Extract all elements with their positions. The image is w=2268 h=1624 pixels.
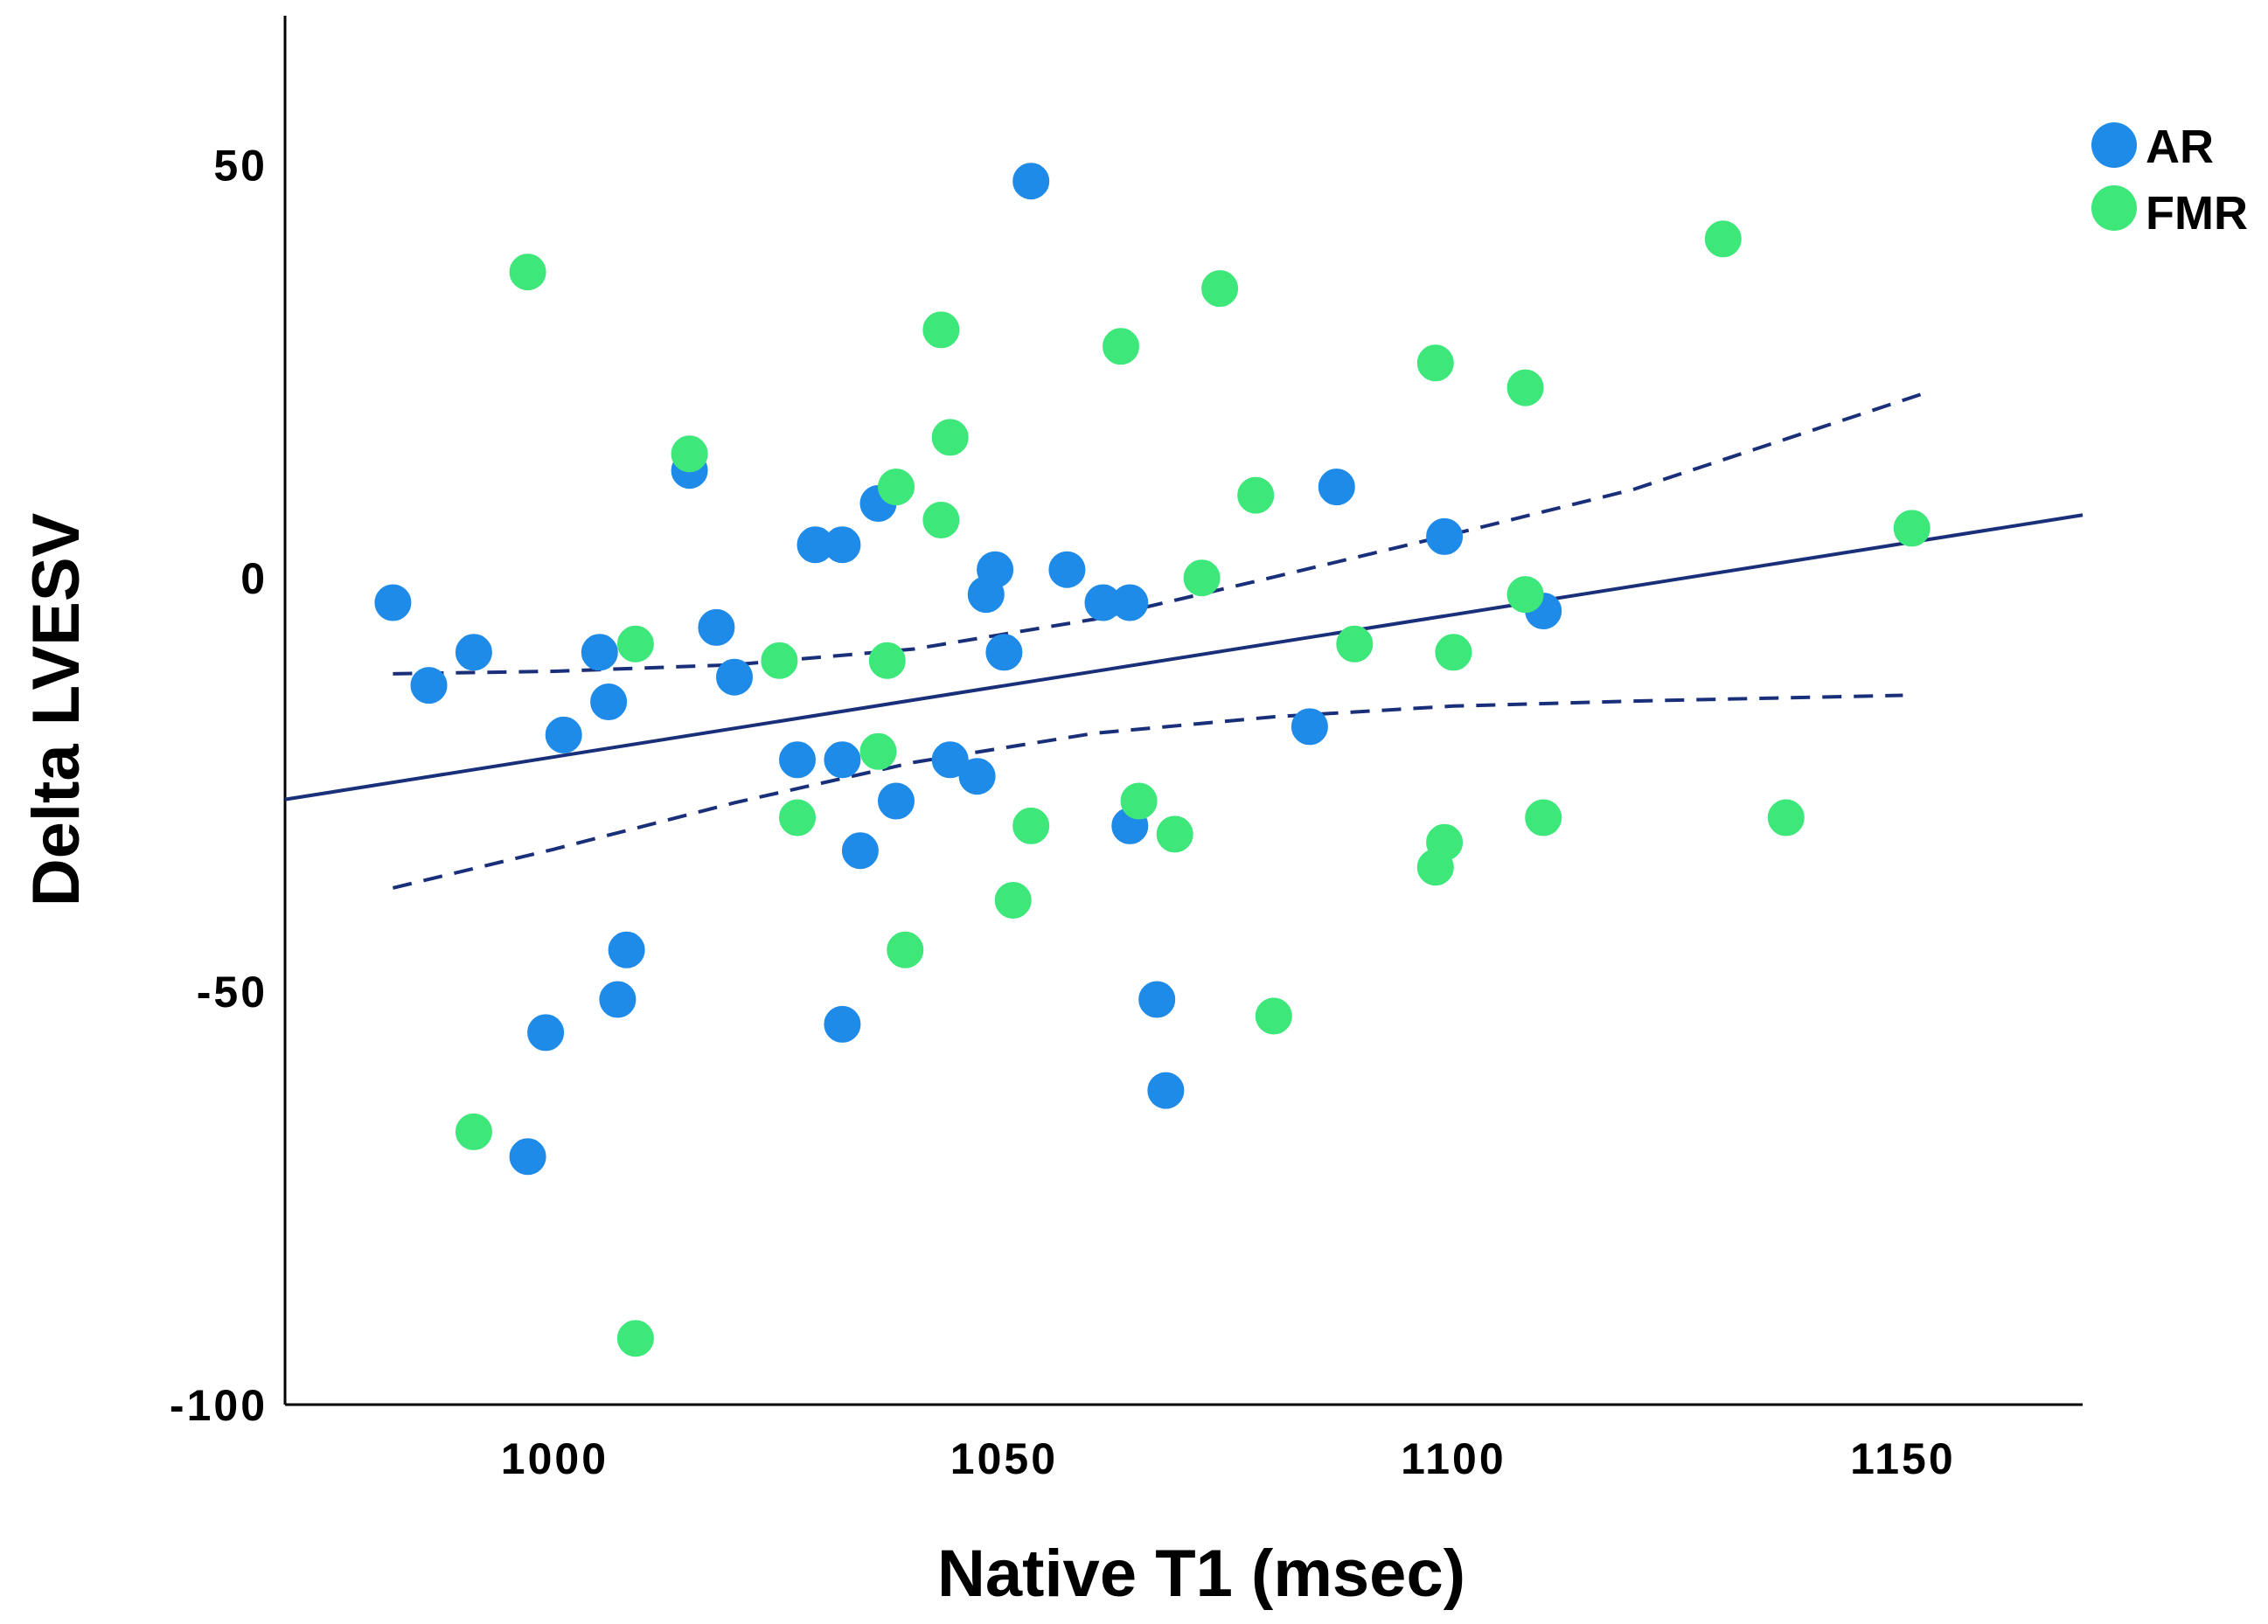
data-point-ar [410,667,448,704]
data-point-ar [985,634,1023,671]
data-point-ar [527,1014,565,1051]
data-point-ar [1048,551,1086,588]
x-tick-label: 1000 [501,1434,609,1483]
data-point-fmr [859,732,897,770]
data-point-fmr [1255,997,1292,1035]
data-point-fmr [922,502,960,538]
data-point-ar [698,608,735,646]
data-point-fmr [509,253,546,291]
data-point-ar [1318,468,1355,506]
data-point-fmr [671,435,708,473]
data-points [374,163,1931,1357]
x-tick-label: 1150 [1850,1434,1955,1483]
legend-label-fmr: FMR [2146,187,2248,239]
data-point-fmr [616,625,654,663]
x-axis-title: Native T1 (msec) [937,1537,1465,1611]
ci-lower-line [392,693,1903,890]
data-point-ar [958,758,996,795]
regression-line [284,513,2084,802]
data-point-ar [878,782,915,820]
data-point-fmr [616,1320,654,1357]
data-point-fmr [455,1113,492,1150]
legend-label-ar: AR [2146,121,2214,173]
data-point-fmr [1336,625,1374,663]
data-point-fmr [1183,559,1221,597]
data-point-fmr [1525,799,1562,836]
x-tick-label: 1050 [950,1434,1058,1483]
y-tick-label: 50 [213,141,268,190]
data-point-fmr [1767,799,1805,836]
data-point-fmr [1201,270,1239,308]
data-point-ar [931,741,969,779]
data-point-ar [608,931,645,968]
data-point-ar [824,526,861,564]
data-point-fmr [1012,807,1050,844]
data-point-ar [977,551,1014,588]
data-point-fmr [1120,782,1158,820]
x-tick-label: 1100 [1401,1434,1506,1483]
data-point-ar [455,634,492,671]
data-point-ar [779,741,816,779]
data-point-fmr [761,642,798,679]
fit-lines [284,392,2084,890]
data-point-ar [716,658,753,696]
data-point-fmr [1506,576,1544,614]
y-axis-title: Delta LVESV [19,512,94,906]
y-tick-label: -100 [170,1381,268,1430]
tick-labels: 1000 1050 1100 1150 50 0 -50 -100 [170,141,1955,1483]
data-point-fmr [931,419,969,456]
data-point-ar [824,1005,861,1043]
data-point-ar [509,1138,546,1176]
data-point-fmr [994,882,1032,919]
data-point-fmr [1156,815,1193,853]
data-point-fmr [1893,510,1931,547]
data-point-ar [1012,163,1050,200]
axes [283,16,2083,1406]
data-point-ar [1426,517,1464,555]
data-point-ar [1111,584,1149,621]
legend-marker-ar [2091,122,2137,168]
data-point-fmr [1426,823,1464,861]
data-point-ar [581,634,618,671]
data-point-fmr [1435,634,1472,671]
data-point-ar [599,981,637,1018]
data-point-fmr [1416,344,1454,382]
data-point-fmr [1704,220,1742,258]
y-tick-label: -50 [197,968,268,1017]
legend: AR FMR [2091,121,2248,239]
data-point-fmr [1103,328,1139,365]
data-point-fmr [922,311,960,349]
data-point-fmr [887,931,924,968]
data-point-ar [824,741,861,779]
data-point-fmr [878,468,915,506]
data-point-fmr [1237,476,1275,514]
data-point-ar [590,684,628,720]
data-point-ar [1291,708,1328,746]
data-point-ar [545,716,582,753]
data-point-fmr [1506,369,1544,406]
ci-upper-line [393,392,1922,676]
data-point-fmr [868,642,906,679]
data-point-ar [1138,981,1176,1018]
y-tick-label: 0 [240,554,268,603]
legend-marker-fmr [2091,185,2137,231]
data-point-ar [1147,1072,1185,1109]
data-point-ar [374,584,412,621]
data-point-fmr [779,799,816,836]
data-point-ar [841,832,879,870]
